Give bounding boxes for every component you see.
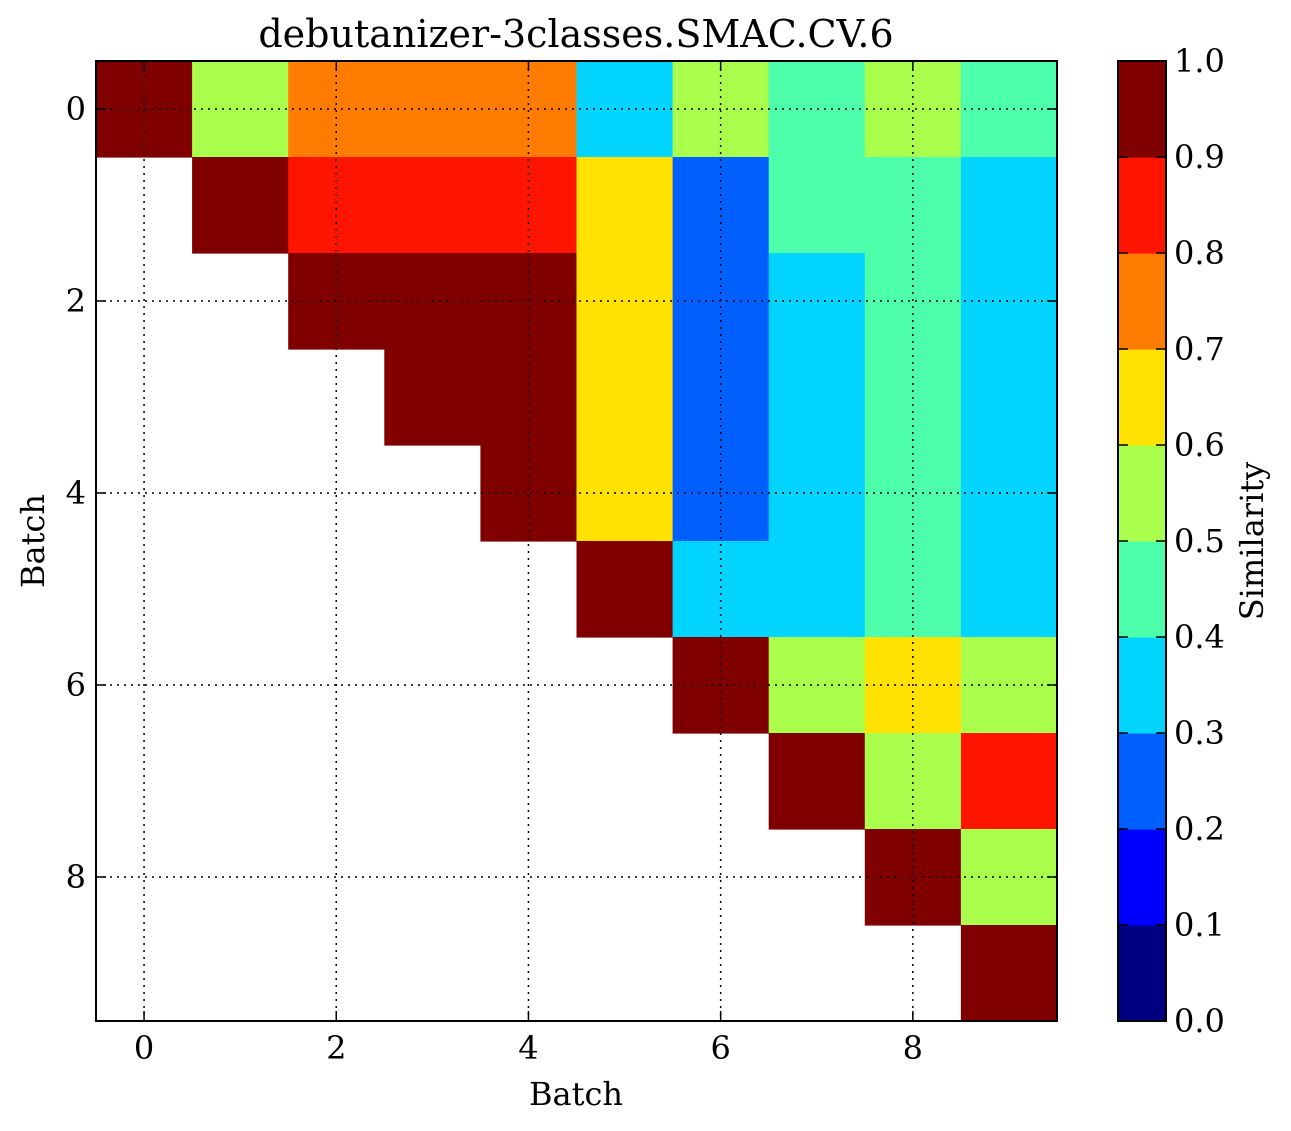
heatmap-cell [672,157,770,254]
heatmap-cell [384,157,481,254]
heatmap-cell [288,61,385,158]
colorbar-segment [1118,925,1166,1022]
x-axis-ticks: 0 2 4 6 8 [134,61,923,1067]
colorbar-segment [1118,637,1166,734]
heatmap-cell [960,637,1058,734]
heatmap-cell [864,445,962,542]
heatmap-cell [960,445,1058,542]
heatmap-cell [864,733,962,830]
x-tick-label: 8 [903,1029,923,1067]
heatmap-cell [768,541,866,638]
colorbar-segment [1118,445,1166,542]
heatmap-cell [864,157,962,254]
chart-title: debutanizer-3classes.SMAC.CV.6 [258,12,893,56]
colorbar: 0.0 0.1 0.2 0.3 0.4 0.5 0.6 0.7 0.8 0.9 1.0 [1117,42,1225,1040]
heatmap-cell [576,61,674,158]
heatmap-cell [768,349,866,446]
heatmap-cell [96,61,193,158]
heatmap-cell [576,445,674,542]
colorbar-segment [1118,733,1166,830]
colorbar-tick-label: 0.0 [1174,1002,1225,1040]
heatmap-cell [288,253,385,350]
y-tick-label: 6 [66,666,86,704]
colorbar-tick-label: 0.1 [1174,906,1225,944]
colorbar-segment [1118,349,1166,446]
colorbar-tick-label: 0.3 [1174,714,1225,752]
heatmap-cell [576,349,674,446]
x-tick-label: 2 [326,1029,346,1067]
y-tick-label: 4 [66,474,86,512]
y-tick-label: 0 [66,90,86,128]
heatmap-cell [960,541,1058,638]
y-axis-ticks: 0 2 4 6 8 [66,90,1057,896]
x-tick-label: 0 [134,1029,154,1067]
heatmap-cell [864,829,962,926]
plot-frame [95,60,1058,1022]
colorbar-tick-label: 0.5 [1174,522,1225,560]
heatmap-cell [480,445,578,542]
colorbar-tick-label: 0.9 [1174,138,1225,176]
heatmap-cell [960,253,1058,350]
heatmap-cell [960,925,1058,1022]
colorbar-tick-label: 0.6 [1174,426,1225,464]
colorbar-tick-label: 0.8 [1174,234,1225,272]
y-axis-label: Batch [14,494,52,588]
heatmap-cell [768,157,866,254]
colorbar-tick-label: 0.4 [1174,618,1225,656]
heatmap-cell [576,253,674,350]
heatmap-cell [672,541,770,638]
heatmap-cell [576,541,674,638]
grid-lines [96,61,1057,1021]
heatmap-cell [960,157,1058,254]
heatmap-cells [96,61,1058,1022]
colorbar-segment [1118,157,1166,254]
y-tick-label: 2 [66,282,86,320]
y-tick-label: 8 [66,858,86,896]
colorbar-tick-label: 0.7 [1174,330,1225,368]
heatmap-cell [576,157,674,254]
heatmap-cell [960,733,1058,830]
colorbar-tick-label: 1.0 [1174,42,1225,80]
x-tick-label: 6 [710,1029,730,1067]
colorbar-segment [1118,253,1166,350]
heatmap-cell [384,349,481,446]
heatmap-cell [768,733,866,830]
colorbar-segment [1118,829,1166,926]
heatmap-cell [960,61,1058,158]
heatmap-cell [288,157,385,254]
heatmap-cell [192,157,289,254]
x-axis-label: Batch [529,1075,623,1113]
heatmap-cell [960,829,1058,926]
x-tick-label: 4 [518,1029,538,1067]
heatmap-cell [864,541,962,638]
heatmap-cell [192,61,289,158]
colorbar-tick-label: 0.2 [1174,810,1225,848]
colorbar-label: Similarity [1233,462,1271,621]
heatmap-cell [960,349,1058,446]
colorbar-segment [1118,541,1166,638]
heatmap-cell [480,157,578,254]
colorbar-segment [1118,61,1166,158]
